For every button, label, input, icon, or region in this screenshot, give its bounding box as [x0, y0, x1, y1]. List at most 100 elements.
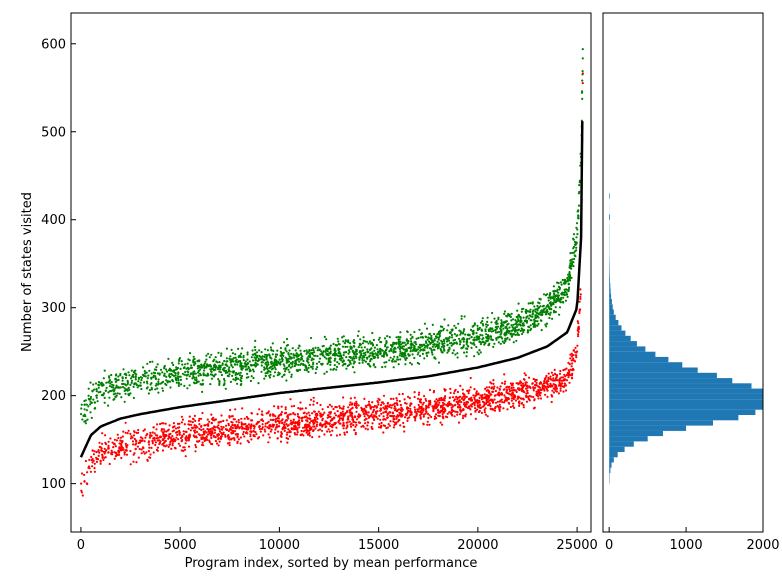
- lower-point: [567, 361, 570, 364]
- lower-point: [363, 415, 366, 418]
- upper-point: [246, 353, 249, 356]
- lower-point: [492, 390, 495, 393]
- upper-point: [178, 359, 181, 362]
- lower-point: [161, 443, 164, 446]
- upper-point: [437, 346, 440, 349]
- upper-point: [85, 403, 88, 406]
- lower-point: [97, 454, 100, 457]
- lower-point: [187, 445, 191, 448]
- lower-point: [520, 390, 524, 393]
- upper-point: [426, 354, 429, 358]
- lower-point: [382, 406, 385, 409]
- upper-point: [510, 319, 513, 322]
- lower-point: [403, 430, 406, 433]
- upper-point: [249, 379, 252, 383]
- lower-point: [118, 442, 121, 445]
- lower-point: [493, 385, 496, 388]
- upper-point: [271, 353, 274, 356]
- lower-point: [188, 415, 191, 418]
- lower-point: [482, 401, 485, 404]
- upper-point: [366, 348, 369, 351]
- lower-point: [393, 405, 396, 408]
- lower-point: [581, 72, 585, 75]
- lower-point: [270, 428, 273, 431]
- upper-point: [552, 309, 556, 312]
- lower-point: [542, 382, 545, 385]
- lower-point: [492, 379, 495, 382]
- lower-point: [452, 409, 455, 413]
- upper-point: [132, 371, 136, 374]
- lower-point: [424, 412, 427, 415]
- lower-point: [210, 430, 213, 433]
- lower-point: [162, 431, 165, 434]
- lower-point: [135, 440, 138, 443]
- upper-point: [425, 345, 429, 348]
- lower-point: [389, 411, 392, 414]
- upper-point: [108, 380, 111, 383]
- lower-point: [115, 439, 119, 442]
- upper-point: [430, 336, 433, 340]
- lower-point: [116, 433, 119, 436]
- upper-point: [392, 358, 395, 361]
- upper-point: [228, 366, 231, 369]
- lower-point: [351, 402, 354, 405]
- lower-point: [331, 423, 334, 426]
- upper-point: [407, 340, 410, 343]
- upper-point: [552, 290, 555, 293]
- lower-point: [275, 423, 278, 426]
- lower-point: [292, 418, 295, 421]
- upper-point: [359, 338, 362, 341]
- lower-point: [292, 428, 295, 431]
- lower-point: [183, 423, 186, 426]
- lower-point: [280, 431, 283, 434]
- lower-point: [553, 368, 556, 371]
- upper-point: [329, 347, 332, 351]
- upper-point: [462, 340, 465, 343]
- lower-point: [228, 436, 231, 439]
- lower-point: [511, 383, 514, 386]
- lower-point: [502, 407, 505, 410]
- lower-point: [225, 428, 228, 432]
- upper-point: [351, 366, 355, 369]
- lower-point: [525, 392, 528, 395]
- lower-point: [126, 444, 129, 447]
- upper-point: [448, 346, 451, 349]
- lower-point: [518, 404, 521, 407]
- upper-point: [467, 345, 470, 348]
- lower-point: [444, 415, 447, 418]
- lower-point: [192, 434, 195, 437]
- upper-point: [336, 361, 339, 364]
- upper-point: [80, 413, 83, 416]
- lower-point: [379, 418, 382, 421]
- lower-point: [294, 433, 297, 436]
- upper-point: [120, 396, 123, 399]
- lower-point: [348, 420, 351, 423]
- lower-point: [206, 438, 209, 441]
- lower-point: [280, 419, 283, 422]
- lower-point: [535, 381, 538, 384]
- lower-point: [520, 384, 524, 387]
- lower-point: [307, 429, 311, 432]
- lower-point: [498, 408, 501, 411]
- upper-point: [114, 380, 117, 383]
- lower-point: [464, 413, 467, 416]
- lower-point: [550, 371, 554, 374]
- lower-point: [390, 406, 393, 409]
- upper-point: [512, 323, 515, 326]
- lower-point: [400, 415, 403, 418]
- lower-point: [410, 402, 413, 405]
- upper-point: [345, 367, 348, 370]
- upper-point: [497, 316, 500, 319]
- x-tick-label: 10000: [259, 538, 300, 553]
- upper-point: [203, 362, 206, 365]
- lower-point: [188, 433, 191, 436]
- upper-point: [502, 321, 506, 324]
- lower-point: [349, 409, 352, 412]
- upper-point: [100, 381, 103, 384]
- upper-point: [476, 351, 479, 354]
- upper-point: [253, 363, 256, 367]
- lower-point: [388, 405, 391, 408]
- upper-point: [190, 372, 193, 375]
- lower-point: [473, 396, 476, 399]
- lower-point: [176, 433, 179, 436]
